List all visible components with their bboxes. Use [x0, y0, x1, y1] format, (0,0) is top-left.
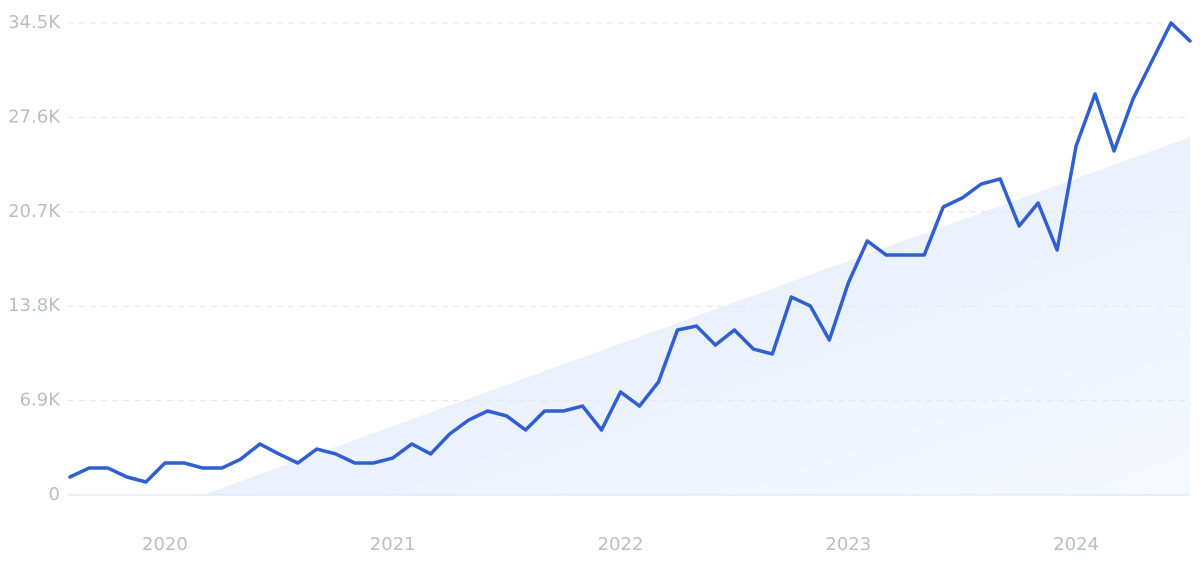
- x-tick-label: 2020: [142, 534, 188, 555]
- y-tick-label: 13.8K: [8, 295, 61, 316]
- x-tick-label: 2024: [1053, 534, 1099, 555]
- data-line: [68, 21, 1192, 484]
- y-tick-label: 34.5K: [8, 12, 61, 33]
- x-tick-label: 2023: [825, 534, 871, 555]
- x-tick-label: 2021: [370, 534, 416, 555]
- y-tick-label: 27.6K: [8, 106, 61, 127]
- y-tick-label: 0: [49, 484, 60, 505]
- y-tick-label: 20.7K: [8, 201, 61, 222]
- trend-area: [202, 137, 1191, 496]
- x-tick-label: 2022: [598, 534, 644, 555]
- y-tick-label: 6.9K: [20, 390, 62, 411]
